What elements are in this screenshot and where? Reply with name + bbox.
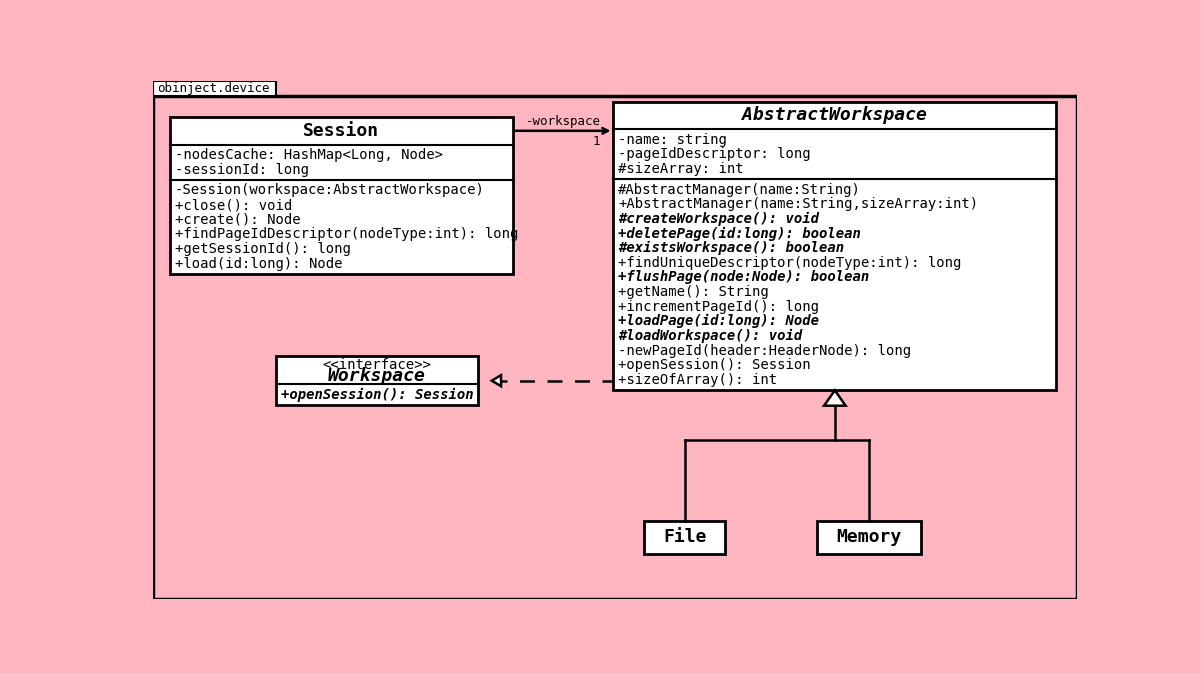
Text: +getSessionId(): long: +getSessionId(): long [174,242,350,256]
Text: obinject.device: obinject.device [157,82,269,95]
Text: +AbstractManager(name:String,sizeArray:int): +AbstractManager(name:String,sizeArray:i… [618,197,978,211]
Bar [644,521,725,553]
Text: -workspace: -workspace [526,114,600,128]
Text: +getName(): String: +getName(): String [618,285,769,299]
Text: #loadWorkspace(): void: #loadWorkspace(): void [618,329,803,343]
Text: Session: Session [304,122,379,140]
Text: Workspace: Workspace [328,367,426,386]
Text: +flushPage(node:Node): boolean: +flushPage(node:Node): boolean [618,271,869,285]
Text: Memory: Memory [836,528,901,546]
Text: +create(): Node: +create(): Node [174,213,300,227]
Text: 1: 1 [592,135,600,147]
Text: <<interface>>: <<interface>> [323,358,432,371]
Text: #sizeArray: int: #sizeArray: int [618,162,744,176]
Text: -sessionId: long: -sessionId: long [174,163,308,177]
Text: +loadPage(id:long): Node: +loadPage(id:long): Node [618,314,820,328]
Text: #AbstractManager(name:String): #AbstractManager(name:String) [618,182,860,197]
Text: -name: string: -name: string [618,133,727,147]
Bar [817,521,920,553]
Text: AbstractWorkspace: AbstractWorkspace [743,106,928,125]
Text: +deletePage(id:long): boolean: +deletePage(id:long): boolean [618,227,860,241]
Text: -pageIdDescriptor: long: -pageIdDescriptor: long [618,147,811,162]
Text: -Session(workspace:AbstractWorkspace): -Session(workspace:AbstractWorkspace) [174,184,485,197]
Polygon shape [824,390,846,406]
Text: +incrementPageId(): long: +incrementPageId(): long [618,299,820,314]
Text: -newPageId(header:HeaderNode): long: -newPageId(header:HeaderNode): long [618,344,911,357]
Text: #createWorkspace(): void: #createWorkspace(): void [618,212,820,226]
Text: +openSession(): Session: +openSession(): Session [618,358,811,372]
Text: +load(id:long): Node: +load(id:long): Node [174,256,342,271]
Text: +findPageIdDescriptor(nodeType:int): long: +findPageIdDescriptor(nodeType:int): lon… [174,227,518,242]
Bar [154,81,276,96]
Text: #existsWorkspace(): boolean: #existsWorkspace(): boolean [618,241,845,255]
Text: -nodesCache: HashMap<Long, Node>: -nodesCache: HashMap<Long, Node> [174,148,443,162]
Bar [613,102,1056,390]
Polygon shape [492,375,502,386]
Text: +openSession(): Session: +openSession(): Session [281,388,474,402]
Text: +sizeOfArray(): int: +sizeOfArray(): int [618,373,778,387]
Bar [170,117,512,274]
Text: +close(): void: +close(): void [174,198,292,212]
Bar [276,357,478,405]
Text: File: File [662,528,707,546]
Text: +findUniqueDescriptor(nodeType:int): long: +findUniqueDescriptor(nodeType:int): lon… [618,256,961,270]
